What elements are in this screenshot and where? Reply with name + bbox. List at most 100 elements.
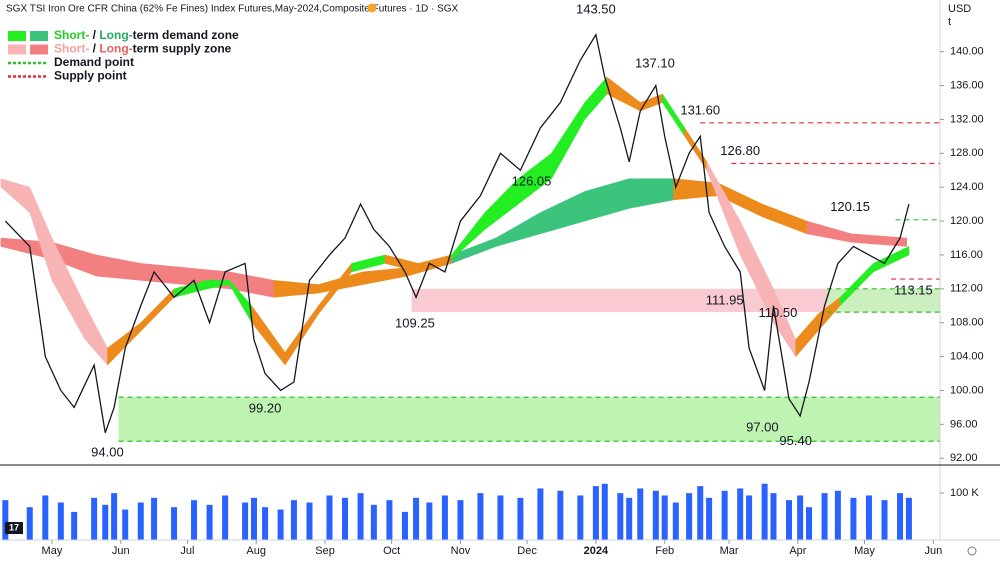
price-line	[4, 32, 910, 434]
volume-bar	[737, 488, 744, 540]
volume-tick-label: 100 K	[950, 487, 979, 499]
legend-text: term supply zone	[133, 42, 232, 56]
volume-bar	[601, 483, 608, 540]
volume-bar	[881, 500, 888, 540]
volume-bar	[497, 495, 504, 540]
volume-bar	[592, 486, 599, 540]
legend-text: Supply point	[54, 69, 127, 83]
volume-bar	[326, 495, 333, 540]
volume-bar	[770, 493, 777, 540]
legend-text: /	[89, 42, 99, 56]
volume-bar	[222, 495, 229, 540]
legend-text: Long-	[99, 42, 132, 56]
volume-bar	[746, 495, 753, 540]
volume-bar	[357, 493, 364, 540]
volume-bar	[577, 495, 584, 540]
volume-bar	[262, 507, 269, 540]
status-dot	[367, 3, 377, 13]
bands	[0, 76, 910, 366]
volume-bar	[102, 504, 109, 540]
x-tick-label: Nov	[451, 545, 471, 557]
volume-bar	[806, 507, 813, 540]
legend-text: Long-	[99, 28, 132, 42]
volume-bar	[477, 493, 484, 540]
currency[interactable]: USD	[948, 3, 971, 15]
svg-text:17: 17	[9, 522, 19, 532]
y-tick-label: 100.00	[950, 384, 984, 396]
legend-swatch	[30, 31, 48, 41]
volume-bar	[401, 511, 408, 540]
x-tick-label: 2024	[584, 545, 609, 557]
y-tick-label: 128.00	[950, 147, 984, 159]
volume-bar	[413, 497, 420, 540]
y-tick-label: 116.00	[950, 249, 983, 261]
price-annotation: 113.15	[894, 283, 933, 298]
price-annotation: 94.00	[91, 445, 124, 460]
legend-label: Short- / Long-term supply zone	[54, 42, 232, 56]
volume-bar	[151, 497, 158, 540]
price-annotation: 143.50	[576, 1, 616, 16]
y-tick-label: 96.00	[950, 418, 978, 430]
volume-bar	[652, 490, 659, 540]
logo: 17	[5, 522, 23, 534]
volume-bar	[661, 495, 668, 540]
volume-bar	[897, 493, 904, 540]
volume-bar	[342, 497, 349, 540]
y-tick-label: 112.00	[950, 283, 983, 295]
legend-text: Short-	[54, 28, 89, 42]
volume-bar	[672, 502, 679, 540]
volume-bar	[706, 497, 713, 540]
volume-bar	[905, 497, 912, 540]
price-annotation: 110.50	[759, 305, 798, 320]
settings-icon[interactable]	[967, 546, 977, 556]
zone	[118, 397, 940, 442]
volume-bar	[797, 495, 804, 540]
volume-bar	[91, 497, 98, 540]
y-tick-label: 108.00	[950, 317, 984, 329]
chart-title: SGX TSI Iron Ore CFR China (62% Fe Fines…	[6, 4, 459, 15]
volume-bar	[517, 497, 524, 540]
y-tick-label: 132.00	[950, 113, 984, 125]
volume-bar	[206, 504, 213, 540]
volume-bar	[290, 500, 297, 540]
x-tick-label: May	[854, 545, 875, 557]
volume-bar	[821, 493, 828, 540]
volume-bar	[537, 488, 544, 540]
volume-bar	[557, 490, 564, 540]
unit: t	[948, 16, 951, 28]
volume-bar	[2, 500, 9, 540]
x-tick-label: Apr	[789, 545, 806, 557]
volume-bar	[57, 502, 64, 540]
volume-bar	[441, 495, 448, 540]
price-annotation: 109.25	[395, 316, 435, 331]
volume-bar	[370, 504, 377, 540]
volume-bar	[250, 497, 257, 540]
volume-bar	[617, 493, 624, 540]
volume-pane	[2, 483, 912, 540]
x-tick-label: May	[42, 545, 63, 557]
volume-bar	[71, 511, 78, 540]
x-tick-label: Sep	[315, 545, 335, 557]
volume-bar	[786, 500, 793, 540]
zone	[411, 288, 940, 313]
volume-bar	[122, 509, 129, 540]
volume-bar	[137, 502, 144, 540]
volume-bar	[26, 507, 33, 540]
price-annotation: 111.95	[706, 293, 744, 308]
y-tick-label: 104.00	[950, 350, 984, 362]
legend-label: Demand point	[54, 55, 134, 69]
x-tick-label: Feb	[655, 545, 674, 557]
legend-text: Demand point	[54, 55, 134, 69]
price-annotation: 126.05	[512, 173, 552, 188]
volume-bar	[697, 486, 704, 540]
volume-bar	[386, 500, 393, 540]
price-annotation: 120.15	[830, 199, 870, 214]
volume-bar	[457, 500, 464, 540]
price-annotation: 97.00	[746, 419, 779, 434]
volume-bar	[626, 497, 633, 540]
volume-bar	[277, 509, 284, 540]
x-tick-label: Aug	[246, 545, 266, 557]
